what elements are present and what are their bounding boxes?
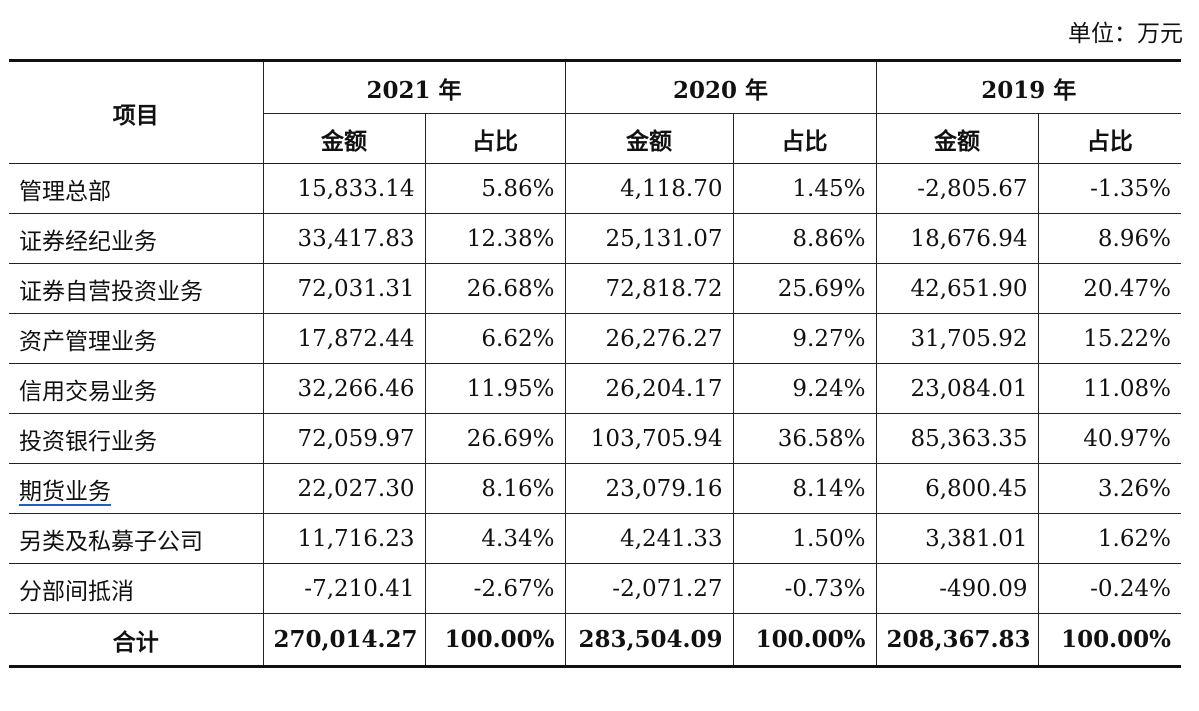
table-row: 另类及私募子公司 11,716.23 4.34% 4,241.33 1.50% …	[9, 513, 1181, 564]
cell-amount-2020: 25,131.07	[564, 213, 734, 264]
table-row: 投资银行业务 72,059.97 26.69% 103,705.94 36.58…	[9, 413, 1181, 464]
cell-ratio-2020: 1.50%	[732, 513, 877, 564]
table-row: 证券经纪业务 33,417.83 12.38% 25,131.07 8.86% …	[9, 213, 1181, 264]
header-row-years: 项目 2021 年 2020 年 2019 年	[9, 59, 1181, 164]
table-row: 管理总部 15,833.14 5.86% 4,118.70 1.45% -2,8…	[9, 163, 1181, 214]
total-amount-2021: 270,014.27	[262, 613, 426, 668]
header-row-measures: 金额 占比 金额 占比 金额 占比	[9, 113, 1181, 164]
total-ratio-2021: 100.00%	[424, 613, 566, 668]
cell-amount-2020: 26,204.17	[564, 363, 734, 414]
header-year-2019: 2019 年	[875, 59, 1181, 114]
cell-ratio-2019: 15.22%	[1037, 313, 1181, 364]
cell-ratio-2021: 12.38%	[424, 213, 566, 264]
cell-amount-2020: 4,241.33	[564, 513, 734, 564]
cell-ratio-2019: 20.47%	[1037, 263, 1181, 314]
segment-revenue-table: 项目 2021 年 2020 年 2019 年 金额 占比 金额 占比 金额 占…	[9, 59, 1181, 668]
cell-amount-2020: 103,705.94	[564, 413, 734, 464]
cell-ratio-2020: 25.69%	[732, 263, 877, 314]
cell-ratio-2021: 5.86%	[424, 163, 566, 214]
cell-ratio-2020: 8.86%	[732, 213, 877, 264]
row-label: 信用交易业务	[9, 363, 264, 414]
cell-ratio-2021: -2.67%	[424, 563, 566, 614]
cell-ratio-2020: 9.27%	[732, 313, 877, 364]
cell-ratio-2019: 3.26%	[1037, 463, 1181, 514]
cell-amount-2021: 17,872.44	[262, 313, 426, 364]
cell-ratio-2021: 4.34%	[424, 513, 566, 564]
cell-amount-2019: 18,676.94	[875, 213, 1039, 264]
cell-amount-2020: -2,071.27	[564, 563, 734, 614]
table-row: 期货业务 22,027.30 8.16% 23,079.16 8.14% 6,8…	[9, 463, 1181, 514]
row-label: 管理总部	[9, 163, 264, 214]
cell-ratio-2019: -1.35%	[1037, 163, 1181, 214]
cell-amount-2019: 3,381.01	[875, 513, 1039, 564]
cell-amount-2019: 6,800.45	[875, 463, 1039, 514]
row-label: 分部间抵消	[9, 563, 264, 614]
cell-amount-2021: -7,210.41	[262, 563, 426, 614]
cell-ratio-2019: 11.08%	[1037, 363, 1181, 414]
table-row: 分部间抵消 -7,210.41 -2.67% -2,071.27 -0.73% …	[9, 563, 1181, 614]
cell-ratio-2020: 1.45%	[732, 163, 877, 214]
cell-ratio-2021: 6.62%	[424, 313, 566, 364]
cell-amount-2021: 33,417.83	[262, 213, 426, 264]
row-label: 另类及私募子公司	[9, 513, 264, 564]
cell-ratio-2020: 36.58%	[732, 413, 877, 464]
total-ratio-2019: 100.00%	[1037, 613, 1181, 668]
cell-amount-2020: 72,818.72	[564, 263, 734, 314]
cell-amount-2019: 23,084.01	[875, 363, 1039, 414]
cell-ratio-2020: 9.24%	[732, 363, 877, 414]
header-year-2020: 2020 年	[564, 59, 877, 114]
header-amount: 金额	[875, 113, 1039, 164]
cell-amount-2019: 31,705.92	[875, 313, 1039, 364]
cell-amount-2021: 72,031.31	[262, 263, 426, 314]
cell-ratio-2019: 1.62%	[1037, 513, 1181, 564]
cell-ratio-2021: 26.69%	[424, 413, 566, 464]
row-label: 证券自营投资业务	[9, 263, 264, 314]
cell-ratio-2019: -0.24%	[1037, 563, 1181, 614]
header-ratio: 占比	[1037, 113, 1181, 164]
total-label: 合计	[9, 613, 264, 668]
header-ratio: 占比	[424, 113, 566, 164]
total-amount-2020: 283,504.09	[564, 613, 734, 668]
futures-business-link[interactable]: 期货业务	[19, 478, 111, 505]
cell-amount-2020: 4,118.70	[564, 163, 734, 214]
cell-ratio-2020: 8.14%	[732, 463, 877, 514]
row-label: 资产管理业务	[9, 313, 264, 364]
total-amount-2019: 208,367.83	[875, 613, 1039, 668]
row-label: 投资银行业务	[9, 413, 264, 464]
header-item: 项目	[9, 59, 264, 164]
table-row: 证券自营投资业务 72,031.31 26.68% 72,818.72 25.6…	[9, 263, 1181, 314]
cell-amount-2020: 23,079.16	[564, 463, 734, 514]
cell-ratio-2020: -0.73%	[732, 563, 877, 614]
cell-amount-2021: 32,266.46	[262, 363, 426, 414]
total-row: 合计 270,014.27 100.00% 283,504.09 100.00%…	[9, 613, 1181, 668]
row-label: 证券经纪业务	[9, 213, 264, 264]
header-amount: 金额	[263, 113, 426, 164]
cell-amount-2019: -490.09	[875, 563, 1039, 614]
cell-ratio-2021: 8.16%	[424, 463, 566, 514]
cell-amount-2021: 11,716.23	[262, 513, 426, 564]
total-ratio-2020: 100.00%	[732, 613, 877, 668]
table-row: 资产管理业务 17,872.44 6.62% 26,276.27 9.27% 3…	[9, 313, 1181, 364]
row-label-cell: 期货业务	[9, 463, 264, 514]
header-amount: 金额	[564, 113, 734, 164]
table-row: 信用交易业务 32,266.46 11.95% 26,204.17 9.24% …	[9, 363, 1181, 414]
cell-amount-2020: 26,276.27	[564, 313, 734, 364]
cell-ratio-2019: 40.97%	[1037, 413, 1181, 464]
cell-amount-2021: 15,833.14	[262, 163, 426, 214]
header-ratio: 占比	[732, 113, 877, 164]
cell-ratio-2021: 11.95%	[424, 363, 566, 414]
cell-amount-2019: 85,363.35	[875, 413, 1039, 464]
cell-amount-2019: 42,651.90	[875, 263, 1039, 314]
header-year-2021: 2021 年	[262, 59, 566, 114]
cell-ratio-2019: 8.96%	[1037, 213, 1181, 264]
cell-amount-2019: -2,805.67	[875, 163, 1039, 214]
unit-label: 单位：万元	[1068, 21, 1183, 47]
cell-ratio-2021: 26.68%	[424, 263, 566, 314]
cell-amount-2021: 72,059.97	[262, 413, 426, 464]
cell-amount-2021: 22,027.30	[262, 463, 426, 514]
